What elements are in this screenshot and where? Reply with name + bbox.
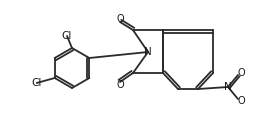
Text: O: O (116, 80, 124, 90)
Text: Cl: Cl (32, 78, 42, 88)
Text: O: O (116, 14, 124, 24)
Text: O: O (237, 68, 245, 78)
Text: N: N (144, 47, 152, 57)
Text: O: O (237, 96, 245, 106)
Text: N: N (224, 82, 232, 92)
Text: Cl: Cl (62, 31, 72, 41)
